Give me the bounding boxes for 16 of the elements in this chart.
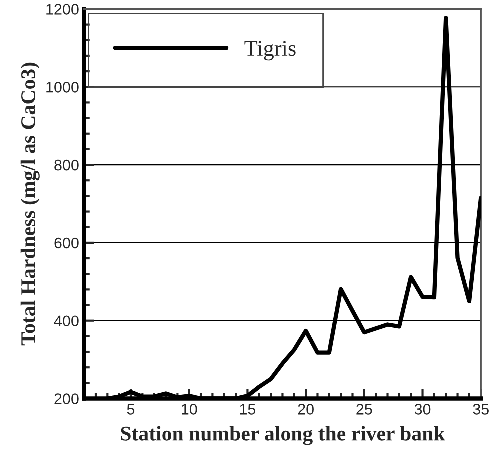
y-tick-label: 200 bbox=[54, 394, 79, 404]
x-axis-title: Station number along the river bank bbox=[121, 426, 446, 446]
x-tick-label: 30 bbox=[414, 404, 431, 415]
y-axis-title: Total Hardness (mg/l as CaCo3) bbox=[20, 62, 40, 346]
y-tick-label: 1000 bbox=[46, 82, 79, 93]
y-tick-label: 1200 bbox=[46, 4, 79, 15]
y-tick-label: 400 bbox=[54, 316, 79, 327]
x-tick-label: 35 bbox=[473, 404, 489, 415]
y-tick-label: 800 bbox=[54, 160, 79, 171]
x-tick-label: 20 bbox=[298, 404, 314, 415]
x-tick-label: 5 bbox=[127, 404, 135, 415]
x-tick-label: 10 bbox=[182, 404, 198, 415]
y-tick-label: 600 bbox=[54, 238, 79, 249]
x-tick-label: 15 bbox=[240, 404, 256, 415]
text: Tigris bbox=[244, 41, 296, 61]
x-tick-label: 25 bbox=[356, 404, 372, 415]
